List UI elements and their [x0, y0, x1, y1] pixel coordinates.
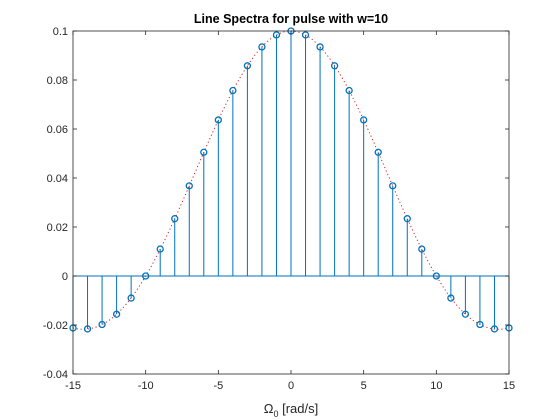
stem-marker — [127, 294, 135, 302]
y-tick-label: -0.02 — [43, 320, 68, 332]
stem-marker — [447, 294, 455, 302]
stem-marker — [461, 310, 470, 318]
stem-marker — [374, 148, 382, 156]
y-tick-label: 0.08 — [47, 75, 68, 87]
stem-marker — [229, 86, 237, 95]
stem-marker — [418, 245, 426, 253]
x-tick-label: -5 — [213, 380, 223, 392]
y-tick-label: 0.06 — [47, 124, 68, 136]
x-axis-label: Ω0 [rad/s] — [264, 401, 318, 419]
stem-marker — [403, 215, 411, 223]
stem-marker — [301, 31, 310, 39]
stem-marker — [112, 310, 121, 318]
stem-marker — [98, 320, 106, 329]
y-tick-label: 0.04 — [47, 173, 68, 185]
y-tick-label: 0 — [62, 271, 68, 283]
chart-title: Line Spectra for pulse with w=10 — [194, 12, 388, 26]
stem-marker — [345, 86, 353, 95]
y-tick-label: 0.02 — [47, 222, 68, 234]
tick-layer: -15 -10 -5 0 5 10 15 -0.04 -0.02 0 0.02 0.04 0.06 0.0… — [43, 26, 515, 392]
stem-marker — [258, 43, 266, 51]
x-tick-label: 15 — [503, 380, 515, 392]
stem-marker — [360, 116, 368, 124]
x-tick-label: 5 — [361, 380, 367, 392]
stem-marker — [389, 182, 397, 190]
x-tick-label: -15 — [65, 380, 81, 392]
x-tick-label: 10 — [430, 380, 442, 392]
stem-marker — [330, 62, 339, 70]
stem-marker — [200, 148, 208, 156]
x-axis-label-symbol: Ω — [264, 401, 274, 416]
stem-marker — [156, 245, 164, 253]
y-tick-label: 0.1 — [53, 26, 68, 38]
stem-marker — [214, 116, 222, 124]
stem-marker — [142, 272, 150, 280]
stem-marker — [272, 31, 281, 39]
stem-marker — [432, 272, 440, 280]
stem-marker — [476, 320, 484, 329]
stem-series-layer — [69, 27, 513, 333]
x-tick-label: -10 — [138, 380, 154, 392]
x-axis-label-units: [rad/s] — [278, 401, 318, 416]
stem-marker — [83, 325, 92, 333]
stem-marker — [171, 215, 179, 223]
x-axis-label-subscript: 0 — [273, 409, 278, 419]
x-tick-label: 0 — [288, 380, 294, 392]
stem-marker — [185, 182, 193, 190]
y-tick-label: -0.04 — [43, 369, 68, 381]
stem-marker — [243, 62, 252, 70]
stem-marker — [490, 325, 499, 333]
stem-marker — [316, 43, 324, 51]
